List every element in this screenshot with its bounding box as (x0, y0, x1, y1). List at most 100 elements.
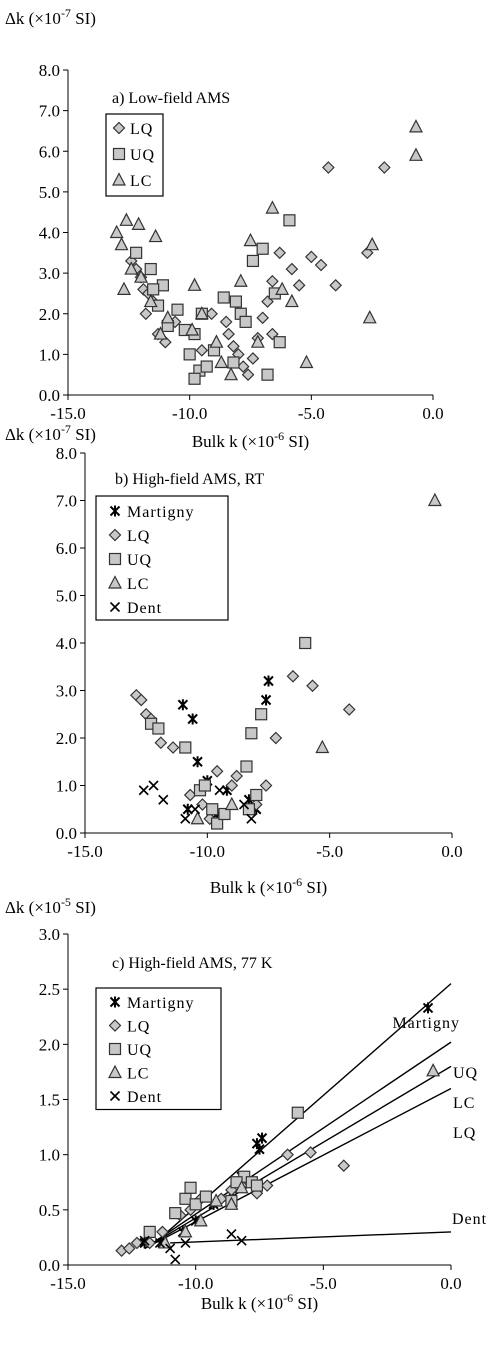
y-tick-label: 8.0 (39, 61, 60, 80)
data-point (178, 1224, 193, 1238)
data-point (275, 281, 290, 295)
legend-label: Dent (127, 600, 162, 617)
legend-marker (108, 528, 122, 542)
data-point (179, 741, 192, 754)
data-point (124, 261, 139, 275)
series-dent (139, 1229, 247, 1265)
data-point (224, 1196, 239, 1210)
data-point (194, 305, 209, 320)
x-tick-label: 0.0 (441, 842, 462, 861)
fit-line-label-lc: LC (453, 1095, 475, 1112)
data-point (273, 336, 286, 349)
data-point (241, 368, 255, 382)
fit-line-label-dent: Dent (452, 1211, 487, 1228)
series-lc (158, 1063, 441, 1249)
data-point (245, 727, 258, 740)
series-uq (143, 1106, 304, 1239)
data-point (299, 354, 314, 369)
data-point (283, 214, 296, 227)
data-point (238, 799, 250, 810)
legend-label: Martigny (127, 504, 195, 521)
data-point (122, 1242, 136, 1255)
data-point (427, 492, 442, 507)
legend-label: LQ (127, 1019, 150, 1036)
data-point (170, 1254, 181, 1265)
legend-label: Dent (127, 1089, 162, 1106)
fit-line-label-lq: LQ (453, 1125, 476, 1142)
y-tick-label: 6.0 (39, 142, 60, 161)
series-dent (138, 780, 257, 824)
data-point (304, 1146, 317, 1159)
x-tick-label: -15.0 (50, 1274, 85, 1293)
y-tick-label: 0.5 (39, 1201, 60, 1220)
x-tick-label: 0.0 (440, 1274, 461, 1293)
data-point (291, 1106, 304, 1119)
y-axis-label: Δk (×10-7 SI) (5, 422, 96, 444)
data-point (143, 1225, 156, 1239)
data-point (219, 315, 233, 329)
data-point (165, 1243, 176, 1254)
panel-1: 0.0 1.0 2.0 3.0 4.0 5.0 6.0 7.0 8.0 -15.0 -10.0 -5.… (5, 6, 444, 451)
legend-marker (112, 121, 126, 135)
data-point (166, 741, 180, 754)
data-point (134, 269, 148, 283)
data-point (246, 352, 260, 365)
data-point (246, 254, 260, 268)
y-tick-label: 6.0 (56, 539, 77, 558)
data-point (211, 817, 224, 830)
legend-marker (109, 505, 121, 517)
data-point (365, 236, 380, 251)
data-point (206, 803, 219, 816)
data-point (182, 803, 193, 815)
data-point (250, 1179, 264, 1192)
data-point (329, 278, 343, 292)
data-point (209, 1193, 224, 1207)
data-point (187, 713, 198, 725)
data-point (148, 228, 163, 243)
data-point (306, 679, 319, 693)
data-point (266, 274, 279, 288)
y-tick-label: 3.0 (39, 264, 60, 283)
data-point (377, 161, 391, 174)
data-point (144, 262, 157, 276)
data-point (183, 788, 197, 802)
data-point (408, 119, 423, 133)
data-point (196, 798, 209, 811)
y-tick-label: 3.0 (56, 682, 77, 701)
data-point (250, 788, 263, 802)
data-point (233, 273, 248, 287)
x-tick-label: -15.0 (67, 842, 102, 861)
data-point (227, 356, 240, 369)
panel-title: c) High-field AMS, 77 K (112, 955, 273, 972)
data-point (130, 1236, 144, 1250)
y-tick-label: 1.0 (56, 777, 77, 796)
legend-marker (109, 996, 121, 1008)
legend-label: UQ (127, 552, 152, 569)
data-point (299, 636, 312, 650)
panel-title: a) Low-field AMS (112, 90, 230, 107)
data-point (148, 780, 159, 791)
data-point (322, 161, 335, 174)
legend-marker (112, 147, 126, 161)
data-point (114, 236, 129, 251)
data-point (408, 147, 423, 161)
data-point (199, 1190, 212, 1203)
data-point (160, 310, 175, 324)
data-point (286, 669, 300, 683)
y-axis-label: Δk (×10-7 SI) (5, 6, 96, 28)
fit-line-dent (170, 1231, 452, 1244)
y-tick-label: 1.0 (39, 345, 60, 364)
data-point (239, 315, 252, 328)
data-point (426, 1063, 441, 1077)
x-tick-label: -5.0 (310, 1274, 337, 1293)
fit-line-uq (144, 1041, 452, 1250)
data-point (192, 756, 203, 768)
data-point (214, 785, 225, 796)
data-point (255, 708, 268, 721)
y-tick-label: 1.5 (39, 1091, 60, 1110)
data-point (130, 246, 143, 259)
data-point (154, 736, 168, 750)
data-point (281, 1148, 294, 1162)
data-point (119, 212, 134, 226)
